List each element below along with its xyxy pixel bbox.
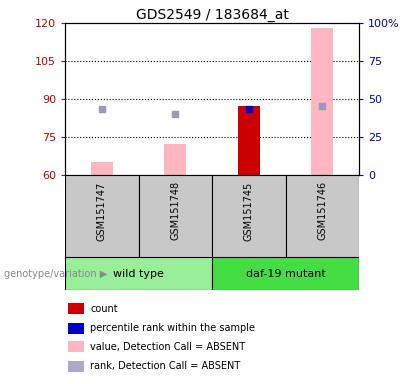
Bar [68,303,84,314]
Bar [139,175,212,257]
Bar [65,257,212,290]
Bar [212,175,286,257]
Title: GDS2549 / 183684_at: GDS2549 / 183684_at [136,8,289,22]
Bar [68,361,84,372]
Text: daf-19 mutant: daf-19 mutant [246,268,326,279]
Bar [311,28,333,175]
Bar [68,323,84,334]
Text: value, Detection Call = ABSENT: value, Detection Call = ABSENT [90,342,245,352]
Bar [68,341,84,353]
Text: GSM151747: GSM151747 [97,181,107,240]
Text: wild type: wild type [113,268,164,279]
Text: GSM151746: GSM151746 [318,181,327,240]
Text: percentile rank within the sample: percentile rank within the sample [90,323,255,333]
Bar [238,106,260,175]
Bar [91,162,113,175]
Text: GSM151748: GSM151748 [171,181,180,240]
Bar [212,257,359,290]
Bar [164,144,186,175]
Text: count: count [90,304,118,314]
Text: rank, Detection Call = ABSENT: rank, Detection Call = ABSENT [90,361,240,371]
Bar [286,175,359,257]
Bar [65,175,139,257]
Text: GSM151745: GSM151745 [244,181,254,240]
Text: genotype/variation ▶: genotype/variation ▶ [4,268,108,279]
